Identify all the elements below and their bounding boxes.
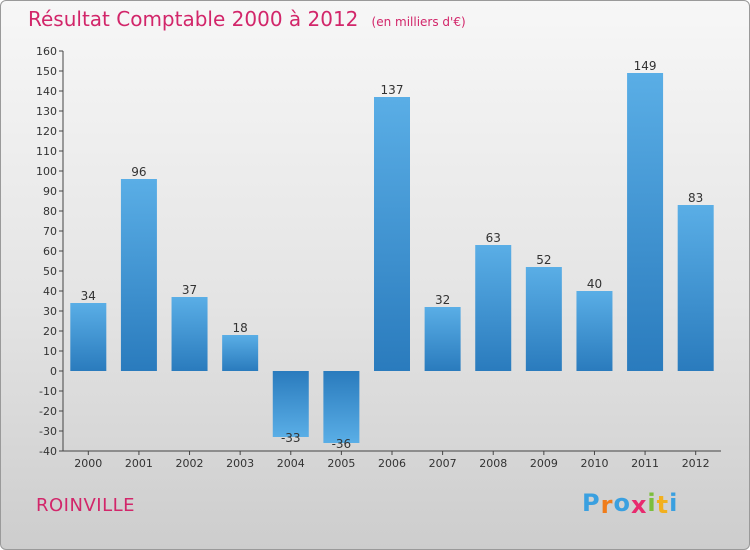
y-tick-label: 90 — [43, 185, 57, 198]
data-labels: 34 96 37 18 -33 -36 137 32 63 52 40 149 83 — [81, 59, 704, 451]
data-label-2009: 52 — [536, 253, 551, 267]
y-tick-label: 80 — [43, 205, 57, 218]
y-tick-label: 20 — [43, 325, 57, 338]
y-tick-label: 120 — [36, 125, 57, 138]
town-name: ROINVILLE — [36, 495, 135, 516]
bar-2002 — [171, 297, 208, 371]
x-tick-label: 2009 — [530, 457, 558, 470]
bar-2004 — [272, 371, 309, 437]
x-tick-label: 2010 — [580, 457, 608, 470]
bar-2008 — [475, 245, 512, 371]
x-tick-label: 2000 — [74, 457, 102, 470]
bar-2009 — [525, 267, 562, 371]
data-label-2001: 96 — [131, 165, 146, 179]
y-tick-label: -10 — [39, 385, 57, 398]
y-tick-label: 160 — [36, 45, 57, 58]
bar-2010 — [576, 291, 613, 371]
y-tick-label: 70 — [43, 225, 57, 238]
axes: -40 -30 -20 -10 0 10 20 30 40 50 60 70 80 90 100 110 120… — [36, 45, 721, 470]
y-tick-label: 60 — [43, 245, 57, 258]
x-tick-label: 2002 — [176, 457, 204, 470]
data-label-2006: 137 — [381, 83, 404, 97]
data-label-2004: -33 — [281, 431, 301, 445]
x-tick-label: 2005 — [327, 457, 355, 470]
y-tick-label: -40 — [39, 445, 57, 458]
data-label-2012: 83 — [688, 191, 703, 205]
logo-letter: t — [656, 491, 670, 519]
y-tick-label: 140 — [36, 85, 57, 98]
bar-2005 — [323, 371, 360, 443]
y-tick-label: -30 — [39, 425, 57, 438]
data-label-2005: -36 — [332, 437, 352, 451]
y-tick-label: 100 — [36, 165, 57, 178]
x-tick-label: 2004 — [277, 457, 305, 470]
logo-letter: r — [600, 491, 614, 519]
x-tick-label: 2012 — [682, 457, 710, 470]
x-tick-label: 2006 — [378, 457, 406, 470]
y-tick-label: 0 — [50, 365, 57, 378]
data-label-2002: 37 — [182, 283, 197, 297]
data-label-2000: 34 — [81, 289, 96, 303]
logo-letter: P — [582, 489, 601, 517]
bar-2006 — [374, 97, 410, 371]
data-label-2007: 32 — [435, 293, 450, 307]
bar-2001 — [120, 179, 157, 371]
proxiti-logo: Proxiti — [582, 489, 679, 519]
bar-2000 — [70, 303, 107, 371]
bar-2003 — [222, 335, 259, 371]
x-tick-label: 2003 — [226, 457, 254, 470]
y-tick-label: 50 — [43, 265, 57, 278]
y-tick-label: 30 — [43, 305, 57, 318]
y-tick-label: -20 — [39, 405, 57, 418]
y-tick-label: 40 — [43, 285, 57, 298]
title-row: Résultat Comptable 2000 à 2012 (en milli… — [28, 7, 466, 31]
logo-letter: x — [630, 491, 648, 519]
data-label-2008: 63 — [486, 231, 501, 245]
bar-2007 — [424, 307, 461, 371]
chart-title: Résultat Comptable 2000 à 2012 — [28, 7, 359, 31]
x-tick-label: 2008 — [479, 457, 507, 470]
x-tick-label: 2001 — [125, 457, 153, 470]
bar-2011 — [627, 73, 664, 371]
x-tick-label: 2011 — [631, 457, 659, 470]
logo-letter: i — [669, 489, 679, 517]
bar-2012 — [677, 205, 714, 371]
data-label-2011: 149 — [634, 59, 657, 73]
y-tick-label: 10 — [43, 345, 57, 358]
chart-subtitle: (en milliers d'€) — [371, 15, 466, 29]
bars — [70, 73, 714, 443]
logo-letter: i — [647, 489, 657, 517]
data-label-2010: 40 — [587, 277, 602, 291]
y-tick-label: 150 — [36, 65, 57, 78]
data-label-2003: 18 — [233, 321, 248, 335]
logo-letter: o — [613, 489, 631, 517]
y-tick-label: 130 — [36, 105, 57, 118]
x-tick-label: 2007 — [429, 457, 457, 470]
y-tick-label: 110 — [36, 145, 57, 158]
